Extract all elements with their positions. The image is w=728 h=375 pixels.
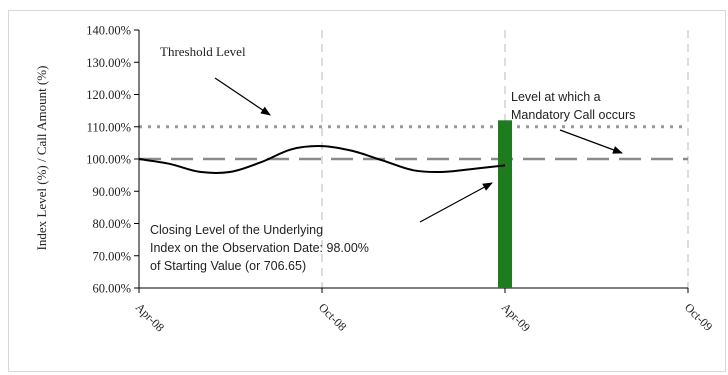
mandatory-call-annotation-line1: Level at which a bbox=[511, 90, 601, 104]
line-layer bbox=[138, 145, 506, 174]
bar-layer bbox=[498, 120, 512, 288]
y-tick-label: 80.00% bbox=[92, 217, 131, 231]
y-tick-label: 70.00% bbox=[92, 249, 131, 263]
index-level-line bbox=[138, 145, 506, 174]
mandatory-call-bar bbox=[498, 120, 512, 288]
y-tick-label: 110.00% bbox=[87, 120, 131, 134]
mandatory-call-arrow bbox=[559, 129, 623, 154]
y-tick-label: 130.00% bbox=[86, 56, 131, 70]
y-tick-label: 90.00% bbox=[92, 185, 131, 199]
closing-level-annotation-line3: of Starting Value (or 706.65) bbox=[150, 259, 306, 273]
y-tick-labels: 60.00% 70.00% 80.00% 90.00% 100.00% 110.00% 12… bbox=[86, 24, 131, 296]
x-tick-label: Oct-09 bbox=[682, 300, 715, 333]
x-tick-label: Oct-08 bbox=[316, 300, 349, 333]
reference-lines bbox=[139, 125, 688, 161]
y-tick-label: 140.00% bbox=[86, 24, 131, 38]
y-tick-label: 120.00% bbox=[86, 88, 131, 102]
chart-frame bbox=[8, 10, 726, 372]
x-tick-label: Apr-09 bbox=[499, 300, 533, 334]
threshold-annotation: Threshold Level bbox=[160, 44, 246, 59]
x-tick-labels: Apr-08 Oct-08 Apr-09 Oct-09 bbox=[133, 300, 715, 334]
closing-level-annotation-line2: Index on the Observation Date: 98.00% bbox=[150, 241, 369, 255]
mandatory-call-annotation-line2: Mandatory Call occurs bbox=[511, 108, 635, 122]
y-tick-label: 60.00% bbox=[92, 282, 131, 296]
closing-level-annotation-line1: Closing Level of the Underlying bbox=[150, 223, 323, 237]
x-tick-label: Apr-08 bbox=[133, 300, 167, 334]
threshold-arrow bbox=[214, 77, 271, 116]
closing-level-arrow bbox=[419, 182, 493, 223]
y-tick-label: 100.00% bbox=[86, 153, 131, 167]
y-axis-label: Index Level (%) / Call Amount (%) bbox=[34, 66, 49, 251]
